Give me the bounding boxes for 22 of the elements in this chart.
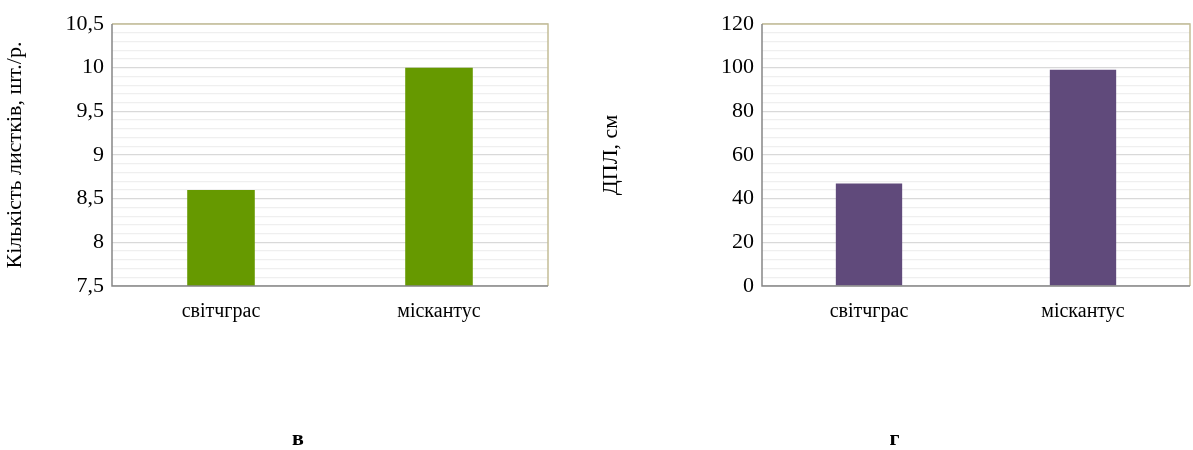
x-tick-label: світчграс — [181, 299, 261, 323]
y-tick-label: 9 — [93, 140, 104, 166]
y-tick-label: 100 — [721, 53, 754, 79]
y-tick-label: 0 — [743, 271, 754, 297]
y-tick-label: 40 — [732, 184, 754, 210]
text: в — [291, 425, 305, 450]
y-tick-label: 80 — [732, 97, 754, 123]
y-tick-label: 8 — [93, 228, 104, 254]
y-axis-title: Кількість листків, шт./р. — [0, 41, 26, 269]
y-axis-title: ДПЛ, см — [596, 114, 622, 196]
y-tick-label: 60 — [732, 140, 754, 166]
x-tick-label: міскантус — [397, 299, 481, 323]
y-tick-label: 20 — [732, 228, 754, 254]
y-tick-label: 9,5 — [76, 97, 104, 123]
y-tick-label: 10 — [82, 53, 104, 79]
y-tick-label: 8,5 — [76, 184, 104, 210]
y-tick-label: 10,5 — [65, 9, 104, 35]
y-tick-label: 7,5 — [76, 271, 104, 297]
x-tick-label: міскантус — [1041, 299, 1125, 323]
x-tick-label: світчграс — [829, 299, 909, 323]
y-tick-label: 120 — [721, 9, 754, 35]
text: г — [888, 425, 901, 450]
